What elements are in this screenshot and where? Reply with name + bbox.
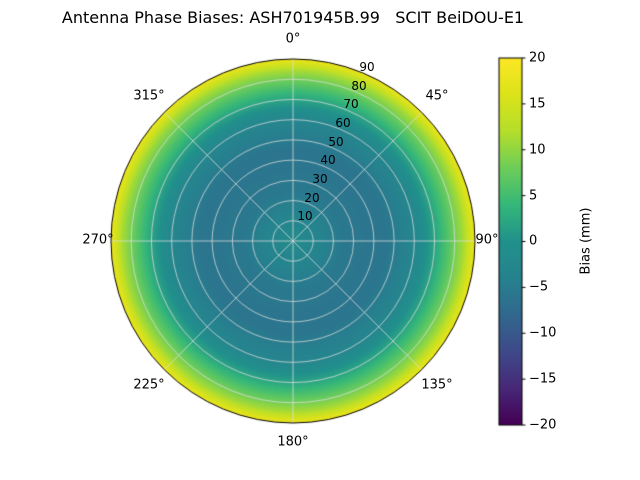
colorbar-tick-label: 5 — [529, 188, 538, 204]
colorbar-tick-label: 0 — [529, 233, 538, 249]
r-tick-label: 60 — [335, 116, 351, 130]
colorbar-tick-label: −20 — [529, 417, 557, 433]
colorbar-tick-label: 10 — [529, 142, 546, 158]
r-tick-label: 40 — [320, 153, 336, 167]
theta-tick-label: 45° — [425, 88, 449, 104]
r-tick-label: 10 — [297, 209, 313, 223]
r-tick-label: 30 — [312, 172, 328, 186]
theta-tick-label: 180° — [277, 434, 309, 450]
theta-tick-label: 0° — [285, 31, 301, 47]
r-tick-label: 90 — [359, 60, 375, 74]
theta-tick-label: 90° — [475, 232, 499, 248]
colorbar-tick-label: −10 — [529, 325, 557, 341]
colorbar-tick-label: −15 — [529, 371, 557, 387]
r-tick-label: 70 — [343, 97, 359, 111]
r-tick-label: 80 — [351, 79, 367, 93]
theta-tick-label: 270° — [82, 232, 114, 248]
theta-tick-label: 135° — [421, 377, 453, 393]
r-tick-label: 20 — [304, 191, 320, 205]
colorbar-tick-label: 15 — [529, 96, 546, 112]
colorbar-axis-label: Bias (mm) — [578, 207, 594, 275]
theta-tick-label: 225° — [133, 377, 165, 393]
chart-title: Antenna Phase Biases: ASH701945B.99 SCIT… — [61, 8, 525, 27]
colorbar-tick-label: 20 — [529, 50, 546, 66]
r-tick-label: 50 — [328, 135, 344, 149]
colorbar-tick-label: −5 — [529, 279, 549, 295]
theta-tick-label: 315° — [133, 88, 165, 104]
